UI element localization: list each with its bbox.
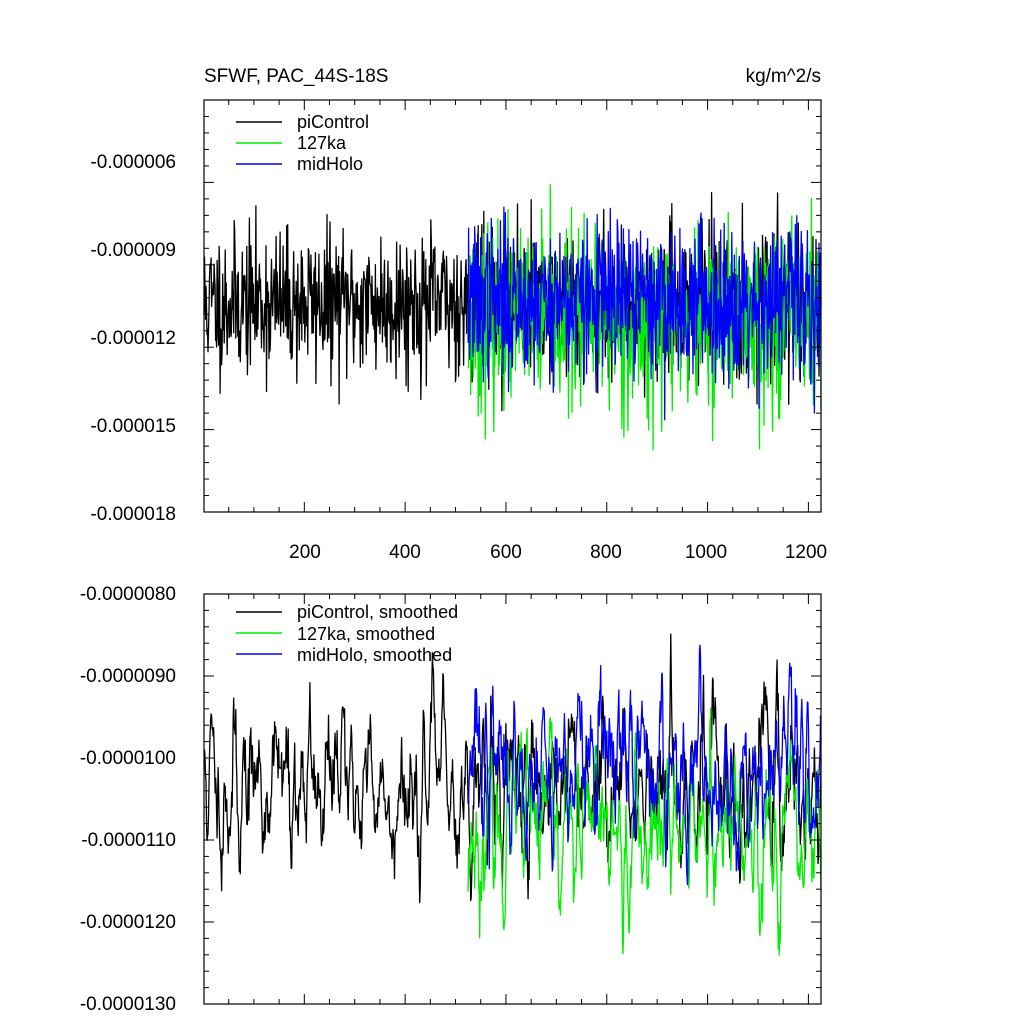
bottom-legend: piControl, smoothed 127ka, smoothed midH… bbox=[236, 602, 458, 665]
x-tick-label: 400 bbox=[389, 542, 421, 563]
series-line-midholo bbox=[467, 206, 822, 421]
y-tick-label: -0.000009 bbox=[90, 240, 176, 261]
bottom-panel: -0.0000130 -0.0000120 -0.0000110 -0.0000… bbox=[80, 584, 822, 1015]
chart-title: SFWF, PAC_44S-18S bbox=[204, 66, 388, 87]
units-label: kg/m^2/s bbox=[746, 66, 821, 87]
legend-label: piControl, smoothed bbox=[297, 602, 458, 622]
x-tick-label: 200 bbox=[289, 542, 321, 563]
y-tick-label: -0.000006 bbox=[90, 152, 176, 173]
bottom-axis-ticks bbox=[204, 593, 821, 1005]
y-tick-label: -0.0000110 bbox=[81, 830, 176, 851]
top-panel: SFWF, PAC_44S-18S kg/m^2/s -0.000018 -0.… bbox=[90, 66, 827, 563]
top-plot-frame bbox=[203, 99, 822, 513]
bottom-plot-frame bbox=[203, 593, 822, 1005]
y-tick-label: -0.0000100 bbox=[80, 748, 176, 769]
legend-label: 127ka, smoothed bbox=[297, 624, 435, 644]
y-tick-label: -0.0000090 bbox=[80, 666, 176, 687]
x-tick-label: 1200 bbox=[785, 542, 827, 563]
legend-label: 127ka bbox=[297, 133, 347, 153]
y-tick-label: -0.0000080 bbox=[80, 584, 176, 605]
legend-label: midHolo, smoothed bbox=[297, 645, 452, 665]
legend-label: piControl bbox=[297, 112, 369, 132]
top-axis-ticks bbox=[204, 99, 821, 513]
x-tick-label: 1000 bbox=[685, 542, 727, 563]
y-tick-label: -0.000015 bbox=[90, 416, 176, 437]
x-tick-label: 800 bbox=[590, 542, 622, 563]
bottom-series-lines bbox=[203, 633, 822, 956]
y-tick-label: -0.000012 bbox=[90, 328, 176, 349]
x-tick-label: 600 bbox=[490, 542, 522, 563]
top-legend: piControl 127ka midHolo bbox=[236, 112, 369, 174]
series-line-127ka-smoothed bbox=[467, 707, 822, 956]
y-tick-label: -0.0000130 bbox=[80, 994, 176, 1015]
legend-label: midHolo bbox=[297, 154, 363, 174]
y-tick-label: -0.000018 bbox=[90, 504, 176, 525]
y-tick-label: -0.0000120 bbox=[80, 912, 176, 933]
top-series-lines bbox=[203, 183, 822, 451]
series-line-midholo-smoothed bbox=[467, 644, 822, 886]
